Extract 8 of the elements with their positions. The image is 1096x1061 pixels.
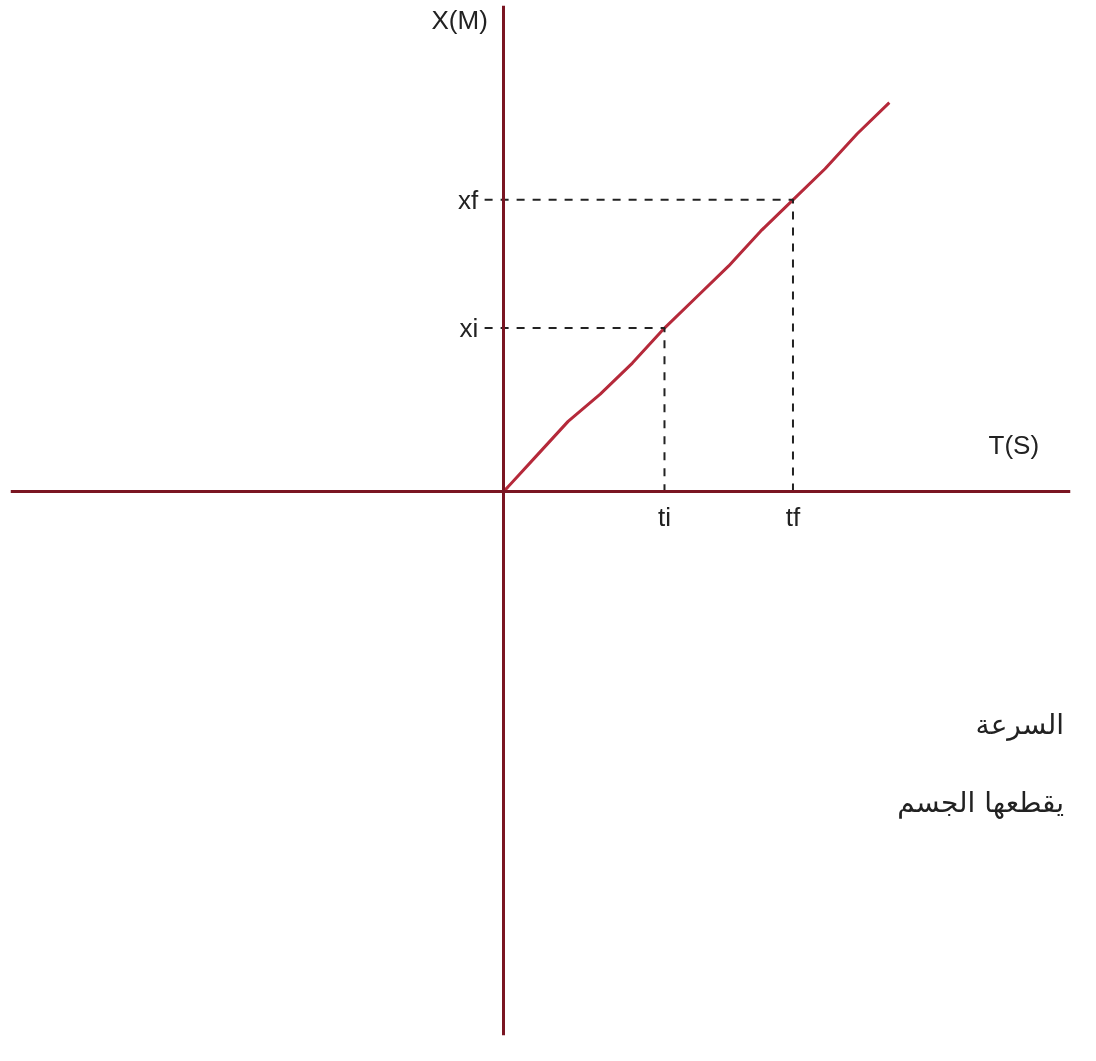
x-axis-title: T(S) [988,430,1040,461]
x-tick-label: tf [785,502,801,533]
text: يقطعها الجسم [897,785,1065,819]
text: xi [459,313,479,344]
y-axis-title: X(M) [431,5,488,36]
text: السرعة [975,708,1065,742]
x-tick-label: ti [657,502,671,533]
text: xf [457,184,479,215]
